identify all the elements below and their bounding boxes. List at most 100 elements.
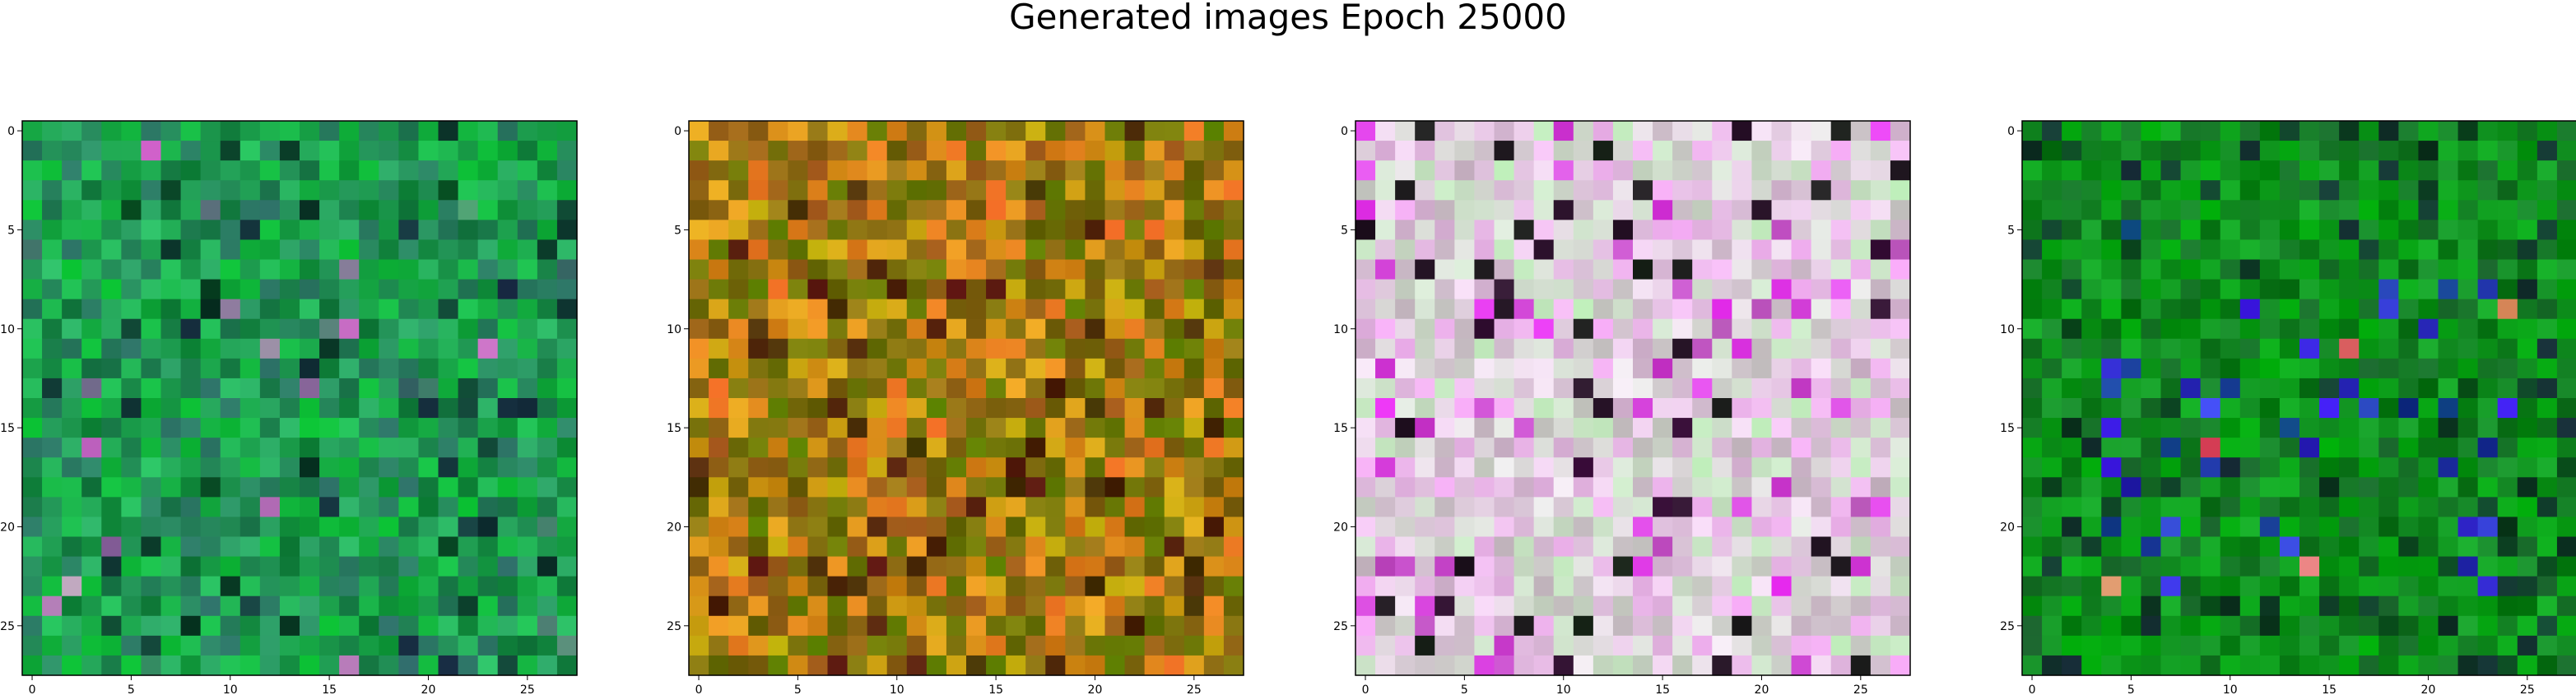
pixel-cell [2121,220,2142,241]
pixel-cell [2378,576,2399,597]
pixel-cell [768,576,788,597]
pixel-cell [1870,556,1891,577]
pixel-cell [2556,378,2576,399]
pixel-cell [1533,378,1555,399]
pixel-cell [1223,477,1244,498]
pixel-cell [101,655,122,676]
pixel-cell [497,200,518,220]
pixel-cell [926,338,947,359]
pixel-cell [748,200,769,220]
pixel-cell [62,358,82,379]
pixel-cell [1124,595,1146,617]
pixel-cell [180,457,202,478]
pixel-cell [1771,279,1793,300]
pixel-cell [1553,517,1574,538]
pixel-cell [556,378,578,399]
pixel-cell [1434,299,1455,320]
pixel-cell [1183,556,1205,577]
pixel-cell [477,279,499,300]
pixel-cell [1355,556,1376,577]
pixel-cell [398,536,420,558]
pixel-cell [1811,200,1832,220]
pixel-cell [2279,259,2300,280]
pixel-cell [42,595,63,617]
pixel-cell [2042,358,2062,379]
pixel-cell [22,635,43,656]
pixel-cell [1494,259,1515,280]
pixel-cell [81,595,102,617]
pixel-cell [141,378,162,399]
pixel-cell [2121,556,2142,577]
pixel-cell [1533,497,1555,518]
pixel-cell [2121,595,2142,617]
pixel-cell [239,279,261,300]
pixel-cell [2141,299,2162,320]
pixel-cell [1375,259,1396,280]
pixel-cell [220,497,241,518]
pixel-cell [1375,595,1396,617]
pixel-cell [2398,160,2420,181]
pixel-cell [2200,556,2221,577]
pixel-cell [2121,655,2142,676]
pixel-cell [2299,477,2320,498]
pixel-cell [2200,378,2221,399]
pixel-cell [1771,497,1793,518]
pixel-cell [2220,200,2241,220]
pixel-cell [1672,556,1693,577]
pixel-cell [1830,259,1852,280]
pixel-cell [2457,200,2479,220]
pixel-cell [689,615,709,637]
pixel-cell [2022,338,2043,359]
pixel-cell [1104,615,1126,637]
pixel-cell [1633,398,1653,419]
pixel-cell [339,477,360,498]
pixel-cell [2398,497,2420,518]
pixel-cell [1514,378,1535,399]
pixel-cell [1045,497,1066,518]
pixel-cell [2180,497,2202,518]
pixel-cell [847,418,868,438]
pixel-cell [748,595,769,617]
pixel-cell [788,378,809,399]
pixel-cell [2457,595,2479,617]
pixel-cell [1144,200,1165,220]
pixel-cell [1612,180,1634,201]
pixel-cell [827,536,849,558]
pixel-cell [1375,438,1396,458]
pixel-cell [906,615,928,637]
pixel-cell [359,477,379,498]
pixel-cell [477,318,499,340]
pixel-cell [2398,477,2420,498]
pixel-cell [1732,378,1753,399]
pixel-cell [2022,259,2043,280]
pixel-cell [1355,517,1376,538]
pixel-cell [239,239,261,261]
pixel-cell [2418,318,2439,340]
pixel-cell [279,141,300,161]
pixel-cell [2239,497,2261,518]
pixel-cell [1890,259,1911,280]
pixel-cell [1065,160,1086,181]
pixel-cell [42,358,63,379]
pixel-cell [768,338,788,359]
pixel-cell [537,358,558,379]
pixel-cell [2536,556,2558,577]
pixel-cell [1104,517,1126,538]
pixel-cell [2556,477,2576,498]
pixel-cell [709,239,729,261]
pixel-cell [2339,576,2360,597]
pixel-cell [1183,299,1205,320]
pixel-cell [339,536,360,558]
pixel-cell [339,358,360,379]
pixel-cell [1870,418,1891,438]
pixel-cell [121,477,142,498]
pixel-cell [517,497,538,518]
pixel-cell [1533,338,1555,359]
pixel-cell [1006,556,1026,577]
pixel-cell [42,160,63,181]
pixel-cell [1712,576,1732,597]
pixel-cell [2299,180,2320,201]
pixel-cell [477,497,499,518]
pixel-cell [1850,497,1872,518]
pixel-cell [1553,438,1574,458]
